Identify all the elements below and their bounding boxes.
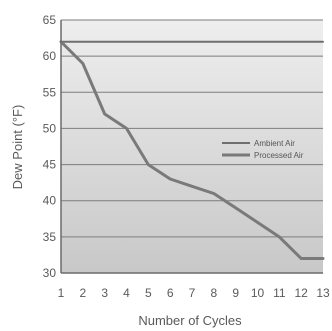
y-tick-label-40: 40	[43, 194, 57, 208]
y-tick-label-65: 65	[43, 13, 57, 27]
x-tick-label-13: 13	[316, 286, 330, 300]
series-line-processed-air	[59, 40, 325, 260]
x-tick-label-4: 4	[123, 286, 130, 300]
y-axis-ticks: 30 35 40 45 50 55 60 65	[43, 13, 57, 280]
x-tick-label-2: 2	[79, 286, 86, 300]
y-tick-label-50: 50	[43, 121, 57, 135]
y-tick-label-30: 30	[43, 266, 57, 280]
x-tick-label-7: 7	[189, 286, 196, 300]
legend-label-ambient-air: Ambient Air	[254, 139, 295, 148]
x-tick-label-5: 5	[145, 286, 152, 300]
legend: Ambient Air Processed Air	[222, 139, 304, 160]
plot-area	[61, 20, 323, 273]
x-tick-label-3: 3	[101, 286, 108, 300]
x-tick-label-6: 6	[167, 286, 174, 300]
y-tick-label-45: 45	[43, 158, 57, 172]
y-tick-label-55: 55	[43, 85, 57, 99]
x-axis-ticks: 1 2 3 4 5 6 7 8 9 10 11 12 13	[58, 286, 330, 300]
x-tick-label-9: 9	[232, 286, 239, 300]
x-axis-label: Number of Cycles	[138, 313, 242, 328]
y-tick-label-35: 35	[43, 230, 57, 244]
x-tick-label-1: 1	[58, 286, 65, 300]
y-axis-label: Dew Point (°F)	[10, 105, 25, 190]
x-tick-label-8: 8	[210, 286, 217, 300]
x-tick-label-11: 11	[273, 286, 286, 300]
y-tick-label-60: 60	[43, 49, 57, 63]
x-tick-label-10: 10	[251, 286, 265, 300]
grid-lines	[61, 19, 323, 238]
legend-label-processed-air: Processed Air	[254, 151, 304, 160]
series-lines	[59, 40, 325, 260]
x-tick-label-12: 12	[294, 286, 308, 300]
